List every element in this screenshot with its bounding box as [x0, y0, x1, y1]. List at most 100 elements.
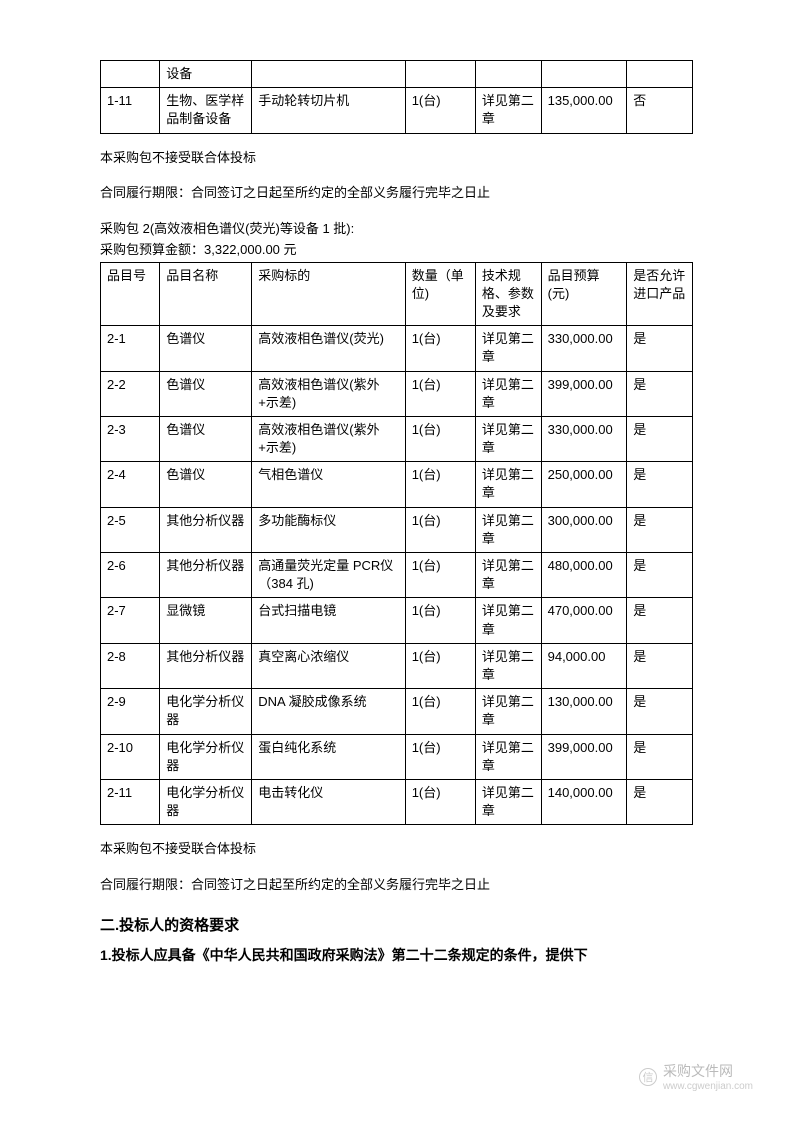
- cell: 蛋白纯化系统: [252, 734, 405, 779]
- cell: [541, 61, 627, 88]
- watermark-icon: 信: [639, 1068, 657, 1086]
- cell: [627, 61, 693, 88]
- cell: 330,000.00: [541, 326, 627, 371]
- cell: 300,000.00: [541, 507, 627, 552]
- cell: 其他分析仪器: [160, 507, 252, 552]
- cell: 详见第二章: [475, 416, 541, 461]
- table-row: 2-1 色谱仪 高效液相色谱仪(荧光) 1(台) 详见第二章 330,000.0…: [101, 326, 693, 371]
- cell: 399,000.00: [541, 371, 627, 416]
- paragraph-no-joint-bid: 本采购包不接受联合体投标: [100, 148, 693, 168]
- cell: 色谱仪: [160, 462, 252, 507]
- cell: 2-7: [101, 598, 160, 643]
- paragraph-package-2-title: 采购包 2(高效液相色谱仪(荧光)等设备 1 批):: [100, 219, 693, 239]
- cell: 1(台): [405, 598, 475, 643]
- cell: 1(台): [405, 689, 475, 734]
- cell: 高效液相色谱仪(紫外+示差): [252, 416, 405, 461]
- cell: 生物、医学样品制备设备: [160, 88, 252, 133]
- cell: 电化学分析仪器: [160, 689, 252, 734]
- cell: 470,000.00: [541, 598, 627, 643]
- paragraph-contract-period-2: 合同履行期限：合同签订之日起至所约定的全部义务履行完毕之日止: [100, 875, 693, 895]
- cell: 1(台): [405, 416, 475, 461]
- cell: 250,000.00: [541, 462, 627, 507]
- header-cell: 数量（单位): [405, 262, 475, 326]
- cell: 台式扫描电镜: [252, 598, 405, 643]
- cell: 其他分析仪器: [160, 553, 252, 598]
- cell: 是: [627, 689, 693, 734]
- cell: 是: [627, 779, 693, 824]
- cell: 2-5: [101, 507, 160, 552]
- cell: 130,000.00: [541, 689, 627, 734]
- cell: 高通量荧光定量 PCR仪（384 孔): [252, 553, 405, 598]
- cell: 1(台): [405, 371, 475, 416]
- cell: 详见第二章: [475, 326, 541, 371]
- cell: 2-1: [101, 326, 160, 371]
- cell: 1(台): [405, 779, 475, 824]
- paragraph-contract-period: 合同履行期限：合同签订之日起至所约定的全部义务履行完毕之日止: [100, 183, 693, 203]
- cell: 1(台): [405, 88, 475, 133]
- watermark: 信 采购文件网 www.cgwenjian.com: [639, 1061, 753, 1092]
- cell: 是: [627, 326, 693, 371]
- table-row: 设备: [101, 61, 693, 88]
- cell: 详见第二章: [475, 734, 541, 779]
- cell: [405, 61, 475, 88]
- cell: 否: [627, 88, 693, 133]
- table-row: 2-2 色谱仪 高效液相色谱仪(紫外+示差) 1(台) 详见第二章 399,00…: [101, 371, 693, 416]
- cell: 1-11: [101, 88, 160, 133]
- cell: 2-11: [101, 779, 160, 824]
- cell: 真空离心浓缩仪: [252, 643, 405, 688]
- cell: 电化学分析仪器: [160, 734, 252, 779]
- cell: 是: [627, 462, 693, 507]
- cell: 色谱仪: [160, 416, 252, 461]
- table-header-row: 品目号 品目名称 采购标的 数量（单位) 技术规格、参数及要求 品目预算(元) …: [101, 262, 693, 326]
- header-cell: 技术规格、参数及要求: [475, 262, 541, 326]
- watermark-text-1: 采购文件网: [663, 1061, 753, 1081]
- cell: 135,000.00: [541, 88, 627, 133]
- section-2-paragraph: 1.投标人应具备《中华人民共和国政府采购法》第二十二条规定的条件，提供下: [100, 945, 693, 966]
- cell: 1(台): [405, 553, 475, 598]
- header-cell: 是否允许进口产品: [627, 262, 693, 326]
- table-row: 2-8 其他分析仪器 真空离心浓缩仪 1(台) 详见第二章 94,000.00 …: [101, 643, 693, 688]
- table-row: 2-11 电化学分析仪器 电击转化仪 1(台) 详见第二章 140,000.00…: [101, 779, 693, 824]
- cell: 多功能酶标仪: [252, 507, 405, 552]
- cell: 高效液相色谱仪(荧光): [252, 326, 405, 371]
- cell: 手动轮转切片机: [252, 88, 405, 133]
- cell: 电化学分析仪器: [160, 779, 252, 824]
- header-cell: 采购标的: [252, 262, 405, 326]
- cell: 设备: [160, 61, 252, 88]
- cell: 2-8: [101, 643, 160, 688]
- cell: 94,000.00: [541, 643, 627, 688]
- cell: 详见第二章: [475, 553, 541, 598]
- cell: 480,000.00: [541, 553, 627, 598]
- cell: 1(台): [405, 734, 475, 779]
- cell: 2-2: [101, 371, 160, 416]
- cell: 140,000.00: [541, 779, 627, 824]
- cell: 显微镜: [160, 598, 252, 643]
- cell: 详见第二章: [475, 779, 541, 824]
- cell: 详见第二章: [475, 371, 541, 416]
- cell: 其他分析仪器: [160, 643, 252, 688]
- table-row: 2-10 电化学分析仪器 蛋白纯化系统 1(台) 详见第二章 399,000.0…: [101, 734, 693, 779]
- cell: 是: [627, 643, 693, 688]
- cell: 色谱仪: [160, 371, 252, 416]
- table-row: 1-11 生物、医学样品制备设备 手动轮转切片机 1(台) 详见第二章 135,…: [101, 88, 693, 133]
- table-row: 2-5 其他分析仪器 多功能酶标仪 1(台) 详见第二章 300,000.00 …: [101, 507, 693, 552]
- cell: 详见第二章: [475, 643, 541, 688]
- cell: 1(台): [405, 643, 475, 688]
- cell: 详见第二章: [475, 507, 541, 552]
- table-row: 2-7 显微镜 台式扫描电镜 1(台) 详见第二章 470,000.00 是: [101, 598, 693, 643]
- cell: 详见第二章: [475, 88, 541, 133]
- cell: 是: [627, 734, 693, 779]
- header-cell: 品目号: [101, 262, 160, 326]
- cell: 2-9: [101, 689, 160, 734]
- table-2: 品目号 品目名称 采购标的 数量（单位) 技术规格、参数及要求 品目预算(元) …: [100, 262, 693, 826]
- cell: 399,000.00: [541, 734, 627, 779]
- cell: 气相色谱仪: [252, 462, 405, 507]
- cell: 1(台): [405, 326, 475, 371]
- cell: [101, 61, 160, 88]
- paragraph-no-joint-bid-2: 本采购包不接受联合体投标: [100, 839, 693, 859]
- cell: 高效液相色谱仪(紫外+示差): [252, 371, 405, 416]
- cell: 是: [627, 507, 693, 552]
- table-row: 2-6 其他分析仪器 高通量荧光定量 PCR仪（384 孔) 1(台) 详见第二…: [101, 553, 693, 598]
- cell: 2-6: [101, 553, 160, 598]
- table-row: 2-9 电化学分析仪器 DNA 凝胶成像系统 1(台) 详见第二章 130,00…: [101, 689, 693, 734]
